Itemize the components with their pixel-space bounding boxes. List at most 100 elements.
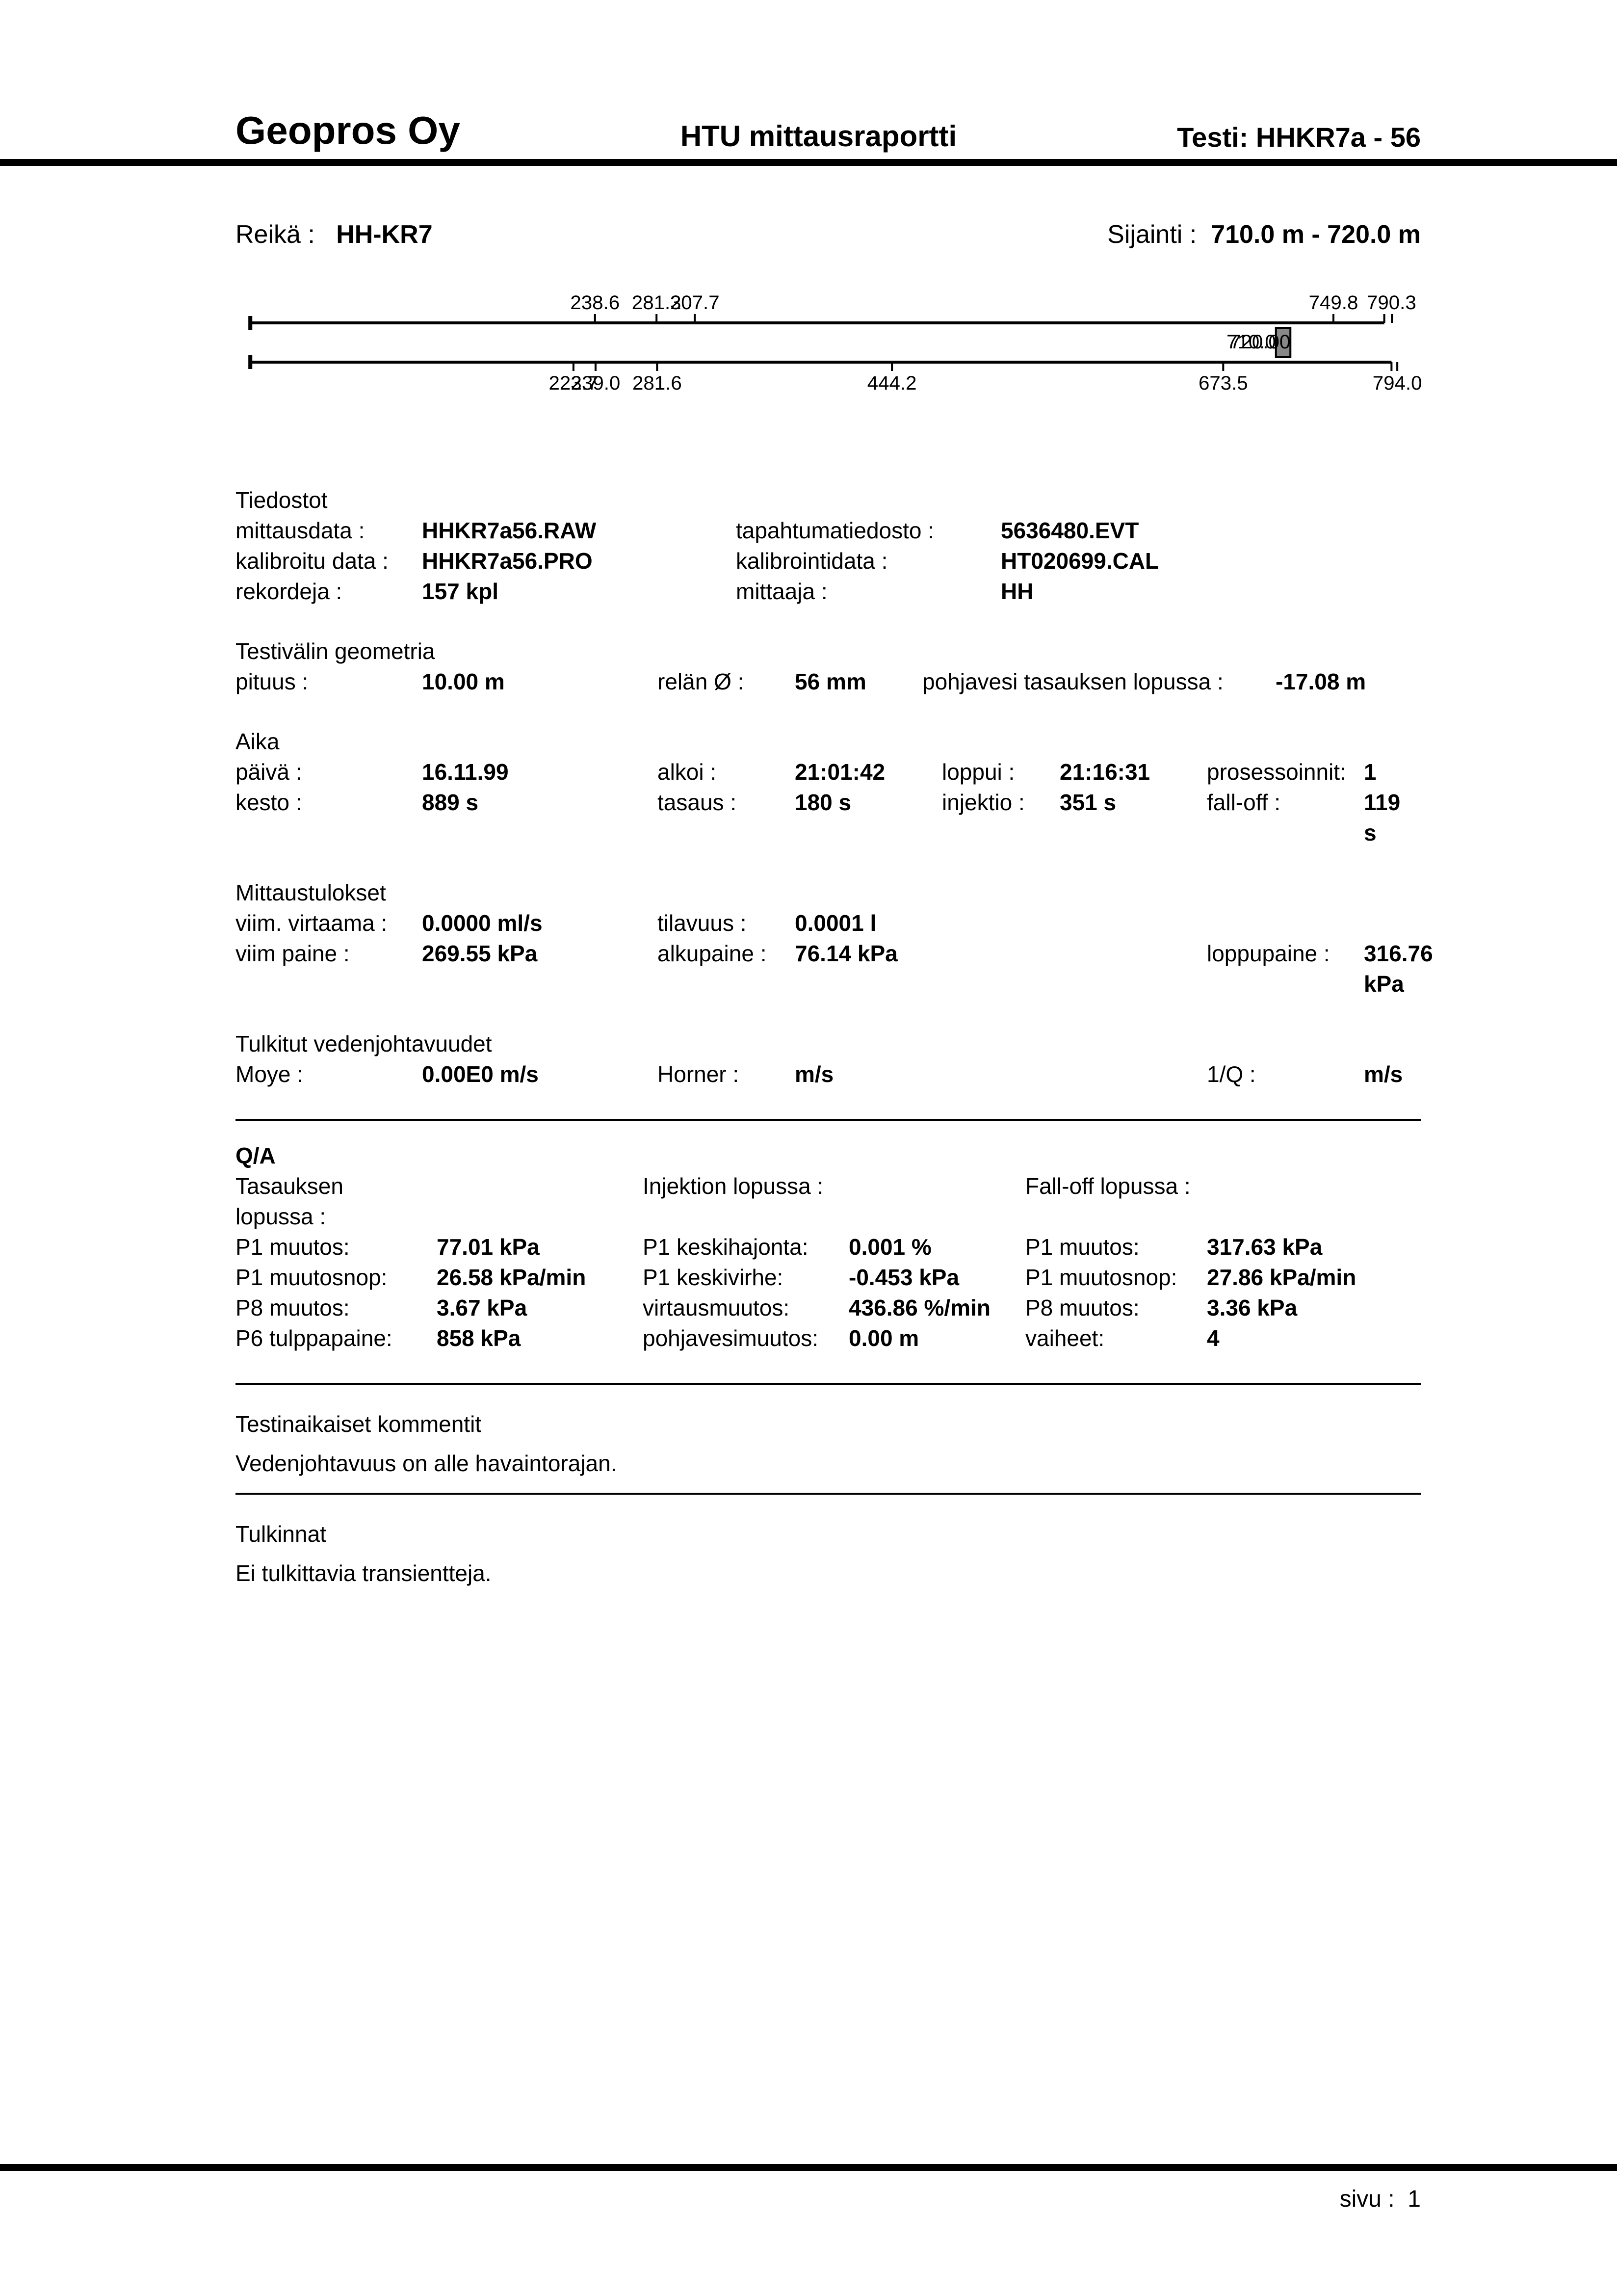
field-label: P1 muutos: [1025, 1232, 1207, 1262]
data-row: P8 muutos:3.67 kPavirtausmuutos:436.86 %… [235, 1293, 1421, 1323]
field-value: 0.00E0 m/s [422, 1059, 657, 1089]
field-value: 858 kPa [437, 1323, 643, 1353]
field-label [942, 1059, 1060, 1089]
svg-text:444.2: 444.2 [867, 372, 917, 394]
field-value: 157 kpl [422, 576, 657, 607]
field-value: 0.001 % [849, 1232, 1025, 1262]
data-row: kesto :889 stasaus :180 sinjektio :351 s… [235, 787, 1421, 848]
field-value: 77.01 kPa [437, 1232, 643, 1262]
field-label [657, 576, 697, 607]
company-name: Geopros Oy [235, 108, 460, 153]
comments-text-2: Ei tulkittavia transientteja. [235, 1554, 1421, 1593]
field-value [697, 546, 736, 576]
field-label: alkupaine : [657, 938, 795, 999]
svg-text:281.6: 281.6 [632, 372, 682, 394]
field-label: 1/Q : [1207, 1059, 1364, 1089]
data-row: P1 muutosnop: 26.58 kPa/minP1 keskivirhe:… [235, 1262, 1421, 1293]
svg-text:239.0: 239.0 [571, 372, 621, 394]
field-label: mittausdata : [235, 515, 422, 546]
test-label: Testi: [1177, 122, 1248, 153]
data-row: P6 tulppapaine:858 kPapohjavesimuutos:0.… [235, 1323, 1421, 1353]
svg-text:790.3: 790.3 [1367, 291, 1416, 314]
field-label: kalibroitu data : [235, 546, 422, 576]
field-value: 1 [1364, 757, 1421, 787]
field-value: 76.14 kPa [795, 938, 942, 999]
field-value [971, 546, 1001, 576]
field-value: 56 mm [795, 666, 922, 697]
location-label: Sijainti : [1107, 220, 1197, 249]
field-label [1207, 908, 1364, 938]
field-value [437, 1171, 643, 1232]
section-qa: Q/A Tasauksen lopussa :Injektion lopussa… [235, 1140, 1421, 1353]
comments-heading-2: Tulkinnat [235, 1514, 1421, 1554]
field-value [1403, 666, 1421, 697]
field-label: P1 muutosnop: [1025, 1262, 1207, 1293]
field-label: tilavuus : [657, 908, 795, 938]
section-geometria: Testivälin geometria pituus :10.00 mrelä… [235, 636, 1421, 697]
field-label: viim. virtaama : [235, 908, 422, 938]
field-label: kalibrointidata : [736, 546, 971, 576]
qa-heading: Q/A [235, 1140, 1421, 1171]
data-row: Tasauksen lopussa :Injektion lopussa :Fa… [235, 1171, 1421, 1232]
field-value [1207, 1171, 1421, 1232]
field-value: 0.00 m [849, 1323, 1025, 1353]
field-label: Fall-off lopussa : [1025, 1171, 1207, 1232]
footer: sivu : 1 [235, 2164, 1421, 2213]
field-label: päivä : [235, 757, 422, 787]
section-tulkinnat: Tulkinnat Ei tulkittavia transientteja. [235, 1514, 1421, 1593]
field-label: HH [1001, 576, 1197, 607]
field-value: 889 s [422, 787, 657, 848]
field-value: 0.0000 ml/s [422, 908, 657, 938]
mittaus-heading: Mittaustulokset [235, 877, 1421, 908]
field-label: mittaaja : [736, 576, 971, 607]
field-label: virtausmuutos: [643, 1293, 849, 1323]
field-label: injektio : [942, 787, 1060, 848]
field-label: Injektion lopussa : [643, 1171, 849, 1232]
location-value: 710.0 m - 720.0 m [1211, 220, 1421, 249]
section-tulkitut: Tulkitut vedenjohtavuudet Moye :0.00E0 m… [235, 1029, 1421, 1089]
data-row: Moye :0.00E0 m/sHorner :m/s1/Q :m/s [235, 1059, 1421, 1089]
field-value [1197, 515, 1421, 546]
field-label [657, 546, 697, 576]
test-id: Testi: HHKR7a - 56 [1177, 121, 1421, 153]
field-value: 317.63 kPa [1207, 1232, 1421, 1262]
field-label: -17.08 m [1276, 666, 1403, 697]
field-value [1060, 938, 1207, 999]
field-label [657, 515, 697, 546]
divider-3 [235, 1493, 1421, 1495]
geometria-heading: Testivälin geometria [235, 636, 1421, 666]
field-value [1364, 908, 1421, 938]
field-value: 21:01:42 [795, 757, 942, 787]
data-row: P1 muutos:77.01 kPaP1 keskihajonta:0.001… [235, 1232, 1421, 1262]
page-label: sivu : [1340, 2186, 1395, 2212]
field-label: P1 muutos: [235, 1232, 437, 1262]
field-value [1197, 546, 1421, 576]
field-label: rekordeja : [235, 576, 422, 607]
report-title: HTU mittausraportti [680, 119, 957, 153]
field-label: Moye : [235, 1059, 422, 1089]
field-value: 351 s [1060, 787, 1207, 848]
comments-heading-1: Testinaikaiset kommentit [235, 1404, 1421, 1444]
aika-heading: Aika [235, 726, 1421, 757]
field-value [849, 1171, 1025, 1232]
field-value [971, 515, 1001, 546]
tiedostot-heading: Tiedostot [235, 485, 1421, 515]
field-label: vaiheet: [1025, 1323, 1207, 1353]
field-value: 26.58 kPa/min [437, 1262, 643, 1293]
field-value [697, 576, 736, 607]
data-row: päivä :16.11.99alkoi :21:01:42loppui :21… [235, 757, 1421, 787]
section-aika: Aika päivä :16.11.99alkoi :21:01:42loppu… [235, 726, 1421, 848]
field-label: fall-off : [1207, 787, 1364, 848]
tulkitut-heading: Tulkitut vedenjohtavuudet [235, 1029, 1421, 1059]
field-value: 3.67 kPa [437, 1293, 643, 1323]
field-value [1197, 576, 1421, 607]
field-label: P1 keskivirhe: [643, 1262, 849, 1293]
field-label [942, 908, 1060, 938]
data-row: rekordeja :157 kpl mittaaja : HH [235, 576, 1421, 607]
field-value: 316.76 kPa [1364, 938, 1443, 999]
field-label: tasaus : [657, 787, 795, 848]
field-label: pohjavesi tasauksen lopussa : [922, 666, 1256, 697]
field-label: HT020699.CAL [1001, 546, 1197, 576]
field-value: 4 [1207, 1323, 1421, 1353]
field-label: relän Ø : [657, 666, 795, 697]
